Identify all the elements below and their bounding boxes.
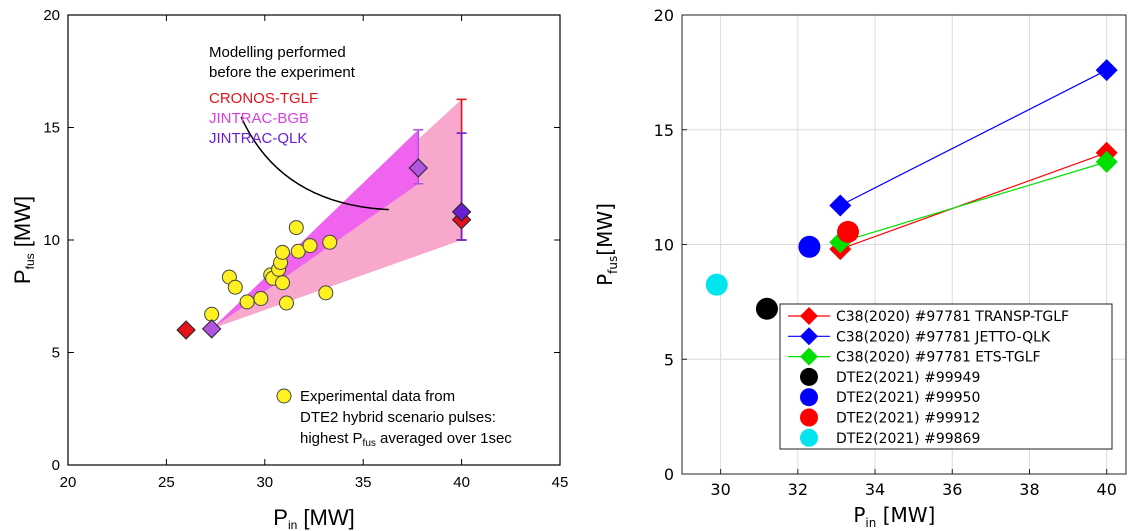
legend-circle (800, 428, 818, 447)
x-tick-label: 40 (453, 474, 470, 491)
x-tick-label: 32 (788, 480, 808, 499)
legend-entry-label: C38(2020) #97781 JETTO-QLK (836, 329, 1051, 345)
legend-label-jintrac-qlk: JINTRAC-QLK (209, 130, 307, 147)
experimental-point (288, 220, 304, 236)
annotation-line: before the experiment (209, 64, 356, 81)
circle-marker (705, 273, 728, 296)
right-chart: 30 32 34 36 38 40 0 5 10 15 20 Pin [MW] Pfus[MW] C38(… (593, 6, 1127, 530)
x-tick-label: 20 (60, 474, 77, 491)
legend-entry-label: DTE2(2021) #99912 (836, 411, 980, 427)
x-axis-label: Pin [MW] (853, 503, 935, 530)
experimental-point (322, 234, 338, 250)
x-axis-label: Pin [MW] (273, 505, 354, 531)
y-tick-label: 15 (43, 120, 60, 137)
y-tick-label: 20 (654, 6, 674, 25)
diamond-marker (1095, 59, 1118, 82)
circle-marker (798, 235, 821, 258)
y-tick-label: 15 (654, 121, 674, 140)
series-line (840, 161, 1107, 243)
model-point (176, 320, 196, 340)
x-tick-label: 40 (1097, 480, 1117, 499)
experimental-point (275, 275, 291, 291)
annotation-line: Modelling performed (209, 44, 346, 61)
experimental-legend-line: DTE2 hybrid scenario pulses: (300, 409, 496, 426)
series-line (840, 152, 1107, 250)
y-tick-label: 10 (43, 232, 60, 249)
x-tick-label: 30 (256, 474, 273, 491)
legend-entry-label: DTE2(2021) #99950 (836, 390, 980, 406)
model-point (201, 319, 222, 339)
x-tick-label: 36 (942, 480, 962, 499)
x-tick-label: 38 (1019, 480, 1039, 499)
diamond-marker (1095, 150, 1118, 173)
experimental-point (204, 306, 220, 322)
experimental-point (275, 244, 291, 260)
experimental-point (253, 291, 269, 306)
y-tick-label: 5 (52, 345, 60, 362)
legend-label-jintrac-bgb: JINTRAC-BGB (209, 110, 309, 127)
legend-label-cronos-tglf: CRONOS-TGLF (209, 90, 318, 107)
legend-box (779, 303, 1113, 450)
y-axis-label: Pfus [MW] (10, 196, 37, 284)
model-point (451, 202, 472, 222)
y-tick-label: 0 (664, 465, 674, 484)
legend-entry-label: C38(2020) #97781 TRANSP-TGLF (836, 309, 1069, 325)
experimental-legend-line: highest Pfus averaged over 1sec (300, 430, 512, 449)
legend-entry-label: DTE2(2021) #99869 (836, 431, 980, 447)
x-tick-label: 35 (355, 474, 372, 491)
experimental-point (278, 295, 294, 311)
y-tick-label: 20 (43, 7, 60, 24)
legend-diamond (800, 307, 818, 325)
legend-entry-label: DTE2(2021) #99949 (836, 370, 980, 386)
y-tick-label: 5 (664, 350, 674, 369)
annotation-curve (240, 116, 389, 211)
y-axis-label: Pfus[MW] (593, 203, 620, 286)
legend-circle (800, 367, 818, 386)
circle-marker (837, 220, 860, 243)
experimental-point (318, 285, 334, 301)
experimental-point (239, 294, 255, 310)
x-tick-label: 25 (158, 474, 175, 491)
y-tick-label: 0 (52, 457, 60, 474)
series-line (840, 69, 1107, 207)
x-tick-label: 30 (710, 480, 730, 499)
x-tick-label: 34 (865, 480, 885, 499)
legend-diamond (800, 327, 818, 346)
legend-diamond (800, 347, 818, 366)
legend-entry-label: C38(2020) #97781 ETS-TGLF (836, 350, 1041, 366)
diamond-marker (829, 194, 852, 217)
experimental-point (302, 238, 318, 254)
legend-circle (800, 388, 818, 407)
legend-circle (800, 408, 818, 427)
experimental-point (227, 279, 243, 295)
circle-marker (755, 297, 778, 320)
x-tick-label: 45 (552, 474, 569, 491)
band-jintrac-bgb (211, 129, 419, 329)
y-tick-label: 10 (654, 236, 674, 255)
left-chart: 20 25 30 35 40 45 0 5 10 15 20 Pin [MW] Pfus [MW] Mod… (10, 7, 568, 531)
model-point (408, 158, 429, 178)
experimental-legend-marker (276, 388, 292, 404)
experimental-legend-line: Experimental data from (300, 388, 455, 405)
